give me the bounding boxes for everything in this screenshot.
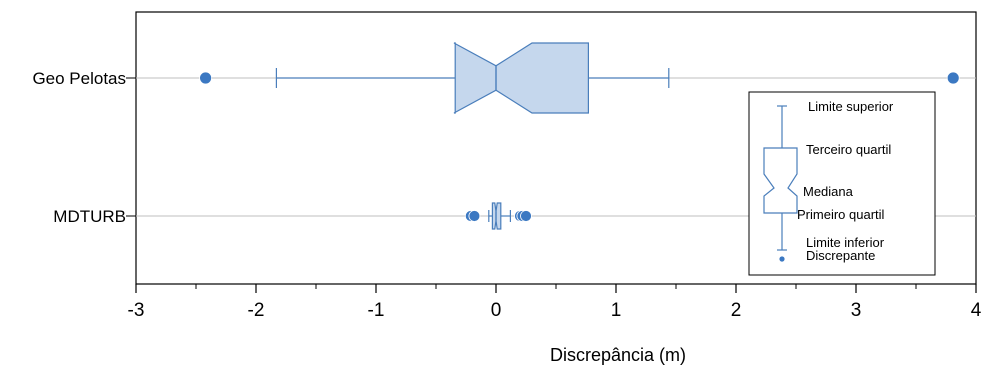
x-axis-title: Discrepância (m) (550, 345, 686, 365)
legend: Limite superior Terceiro quartil Mediana… (748, 91, 936, 276)
legend-item-limite-superior: Limite superior (808, 99, 894, 114)
box-group (464, 202, 532, 230)
outlier-point (199, 71, 213, 85)
x-tick-label: -2 (248, 300, 265, 321)
box-layer (199, 42, 960, 230)
x-tick-label: -3 (128, 300, 145, 321)
category-label: MDTURB (53, 207, 126, 226)
legend-item-limite-inferior: Limite inferior (806, 235, 885, 250)
box-group (199, 42, 960, 114)
outlier-point (520, 210, 532, 222)
outlier-point (946, 71, 960, 85)
x-tick-label: 2 (731, 300, 742, 321)
legend-outlier-dot (779, 256, 785, 262)
legend-item-discrepante: Discrepante (806, 248, 875, 263)
x-tick-label: 1 (611, 300, 622, 321)
x-tick-label: 0 (491, 300, 502, 321)
notched-box (453, 42, 589, 114)
legend-item-mediana: Mediana (803, 184, 854, 199)
x-tick-label: 4 (971, 300, 982, 321)
x-tick-label: 3 (851, 300, 862, 321)
x-tick-label: -1 (368, 300, 385, 321)
legend-item-terceiro-quartil: Terceiro quartil (806, 142, 891, 157)
legend-notched-box (763, 147, 798, 214)
category-label: Geo Pelotas (32, 69, 126, 88)
x-axis: -3 -2 -1 0 1 2 3 4 (128, 284, 982, 321)
legend-item-primeiro-quartil: Primeiro quartil (797, 207, 885, 222)
outlier-point (468, 210, 481, 222)
y-axis-categories: Geo Pelotas MDTURB (32, 69, 136, 226)
